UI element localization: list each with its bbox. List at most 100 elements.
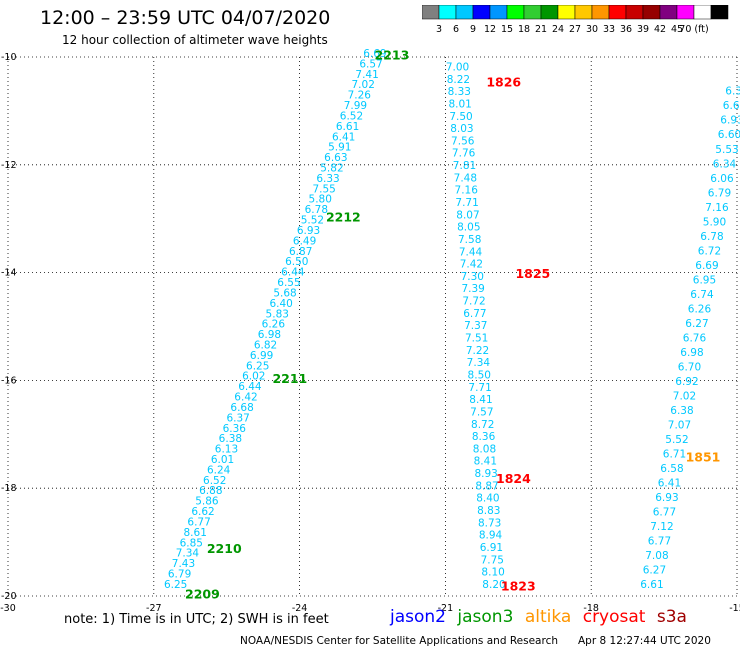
- swh-value-label: 6.95: [693, 274, 716, 286]
- swh-value-label: 8.10: [481, 567, 504, 579]
- pass-label-cryosat: 1824: [496, 471, 531, 486]
- swh-value-label: 6.77: [463, 308, 486, 320]
- swh-value-label: 5.68: [273, 287, 296, 299]
- swh-value-label: 6.66: [723, 100, 740, 112]
- swh-value-label: 7.57: [470, 406, 493, 418]
- swh-value-label: 6.50: [285, 256, 308, 268]
- swh-value-label: 8.87: [475, 480, 498, 492]
- swh-value-label: 7.34: [467, 357, 491, 369]
- page-title: 12:00 – 23:59 UTC 04/07/2020: [40, 7, 331, 29]
- wave-height-map: -30 -27 -24 -21 -18 -15 -10 -12 -14 -16 -18 -20 6.2…: [0, 48, 740, 614]
- color-scale-label: 27: [569, 24, 581, 35]
- swh-value-label: 6.06: [710, 173, 734, 185]
- pass-label-cryosat: 1823: [501, 579, 536, 594]
- swh-value-label: 5.90: [703, 216, 726, 228]
- swh-value-label: 6.78: [305, 204, 328, 216]
- pass-label-cryosat: 1826: [486, 75, 521, 90]
- swh-value-label: 6.38: [670, 405, 693, 417]
- swh-value-label: 8.94: [479, 530, 503, 542]
- color-scale-label: 30: [586, 24, 598, 35]
- color-scale-label: 18: [518, 24, 530, 35]
- swh-value-label: 7.44: [459, 246, 483, 258]
- swh-value-label: 8.72: [471, 419, 494, 431]
- swh-value-label: 6.01: [211, 454, 234, 466]
- swh-value-label: 7.72: [462, 296, 485, 308]
- color-scale-label: 9: [470, 24, 476, 35]
- swh-value-label: 6.52: [203, 475, 226, 487]
- note-text: note: 1) Time is in UTC; 2) SWH is in fe…: [64, 612, 329, 627]
- swh-value-label: 6.85: [180, 537, 203, 549]
- swh-value-label: 5.83: [266, 308, 289, 320]
- satellite-tracks: 6.256.797.437.346.858.616.776.625.866.88…: [164, 48, 740, 591]
- swh-value-label: 6.25: [164, 579, 187, 591]
- swh-value-label: 7.99: [344, 100, 367, 112]
- color-scale-label: 24: [552, 24, 564, 35]
- swh-value-label: 6.41: [332, 131, 355, 143]
- swh-value-label: 6.98: [258, 329, 281, 341]
- swh-value-label: 8.73: [478, 517, 501, 529]
- y-tick-label: -12: [1, 160, 17, 171]
- pass-label-jason3: 2209: [185, 587, 220, 602]
- swh-value-label: 7.75: [481, 554, 504, 566]
- swh-value-label: 7.71: [455, 197, 478, 209]
- swh-value-label: 6.60: [718, 129, 740, 141]
- swh-value-label: 7.30: [461, 271, 484, 283]
- legend-item-altika: altika: [524, 607, 572, 627]
- swh-value-label: 7.26: [348, 90, 372, 102]
- swh-value-label: 8.03: [450, 123, 473, 135]
- swh-value-label: 6.26: [688, 303, 712, 315]
- swh-value-label: 6.44: [238, 381, 262, 393]
- track-cryosat-1823-1826: 8.208.107.756.918.948.738.838.408.878.93…: [446, 61, 506, 590]
- swh-value-label: 6.71: [663, 448, 686, 460]
- swh-value-label: 6.42: [234, 392, 257, 404]
- color-scale-label: 6: [453, 24, 459, 35]
- swh-value-label: 8.22: [447, 74, 470, 86]
- swh-value-label: 6.57: [359, 58, 382, 70]
- swh-value-label: 6.44: [281, 267, 305, 279]
- swh-value-label: 6.98: [680, 347, 703, 359]
- swh-value-label: 5.52: [301, 215, 324, 227]
- y-tick-label: -14: [1, 268, 17, 279]
- swh-value-label: 5.91: [328, 142, 351, 154]
- swh-value-label: 8.93: [474, 468, 497, 480]
- pass-label-cryosat: 1825: [515, 266, 550, 281]
- swh-value-label: 8.01: [448, 98, 471, 110]
- swh-value-label: 6.79: [708, 187, 731, 199]
- swh-value-label: 8.83: [477, 505, 500, 517]
- swh-value-label: 6.69: [363, 48, 386, 60]
- pass-label-jason3: 2211: [272, 371, 307, 386]
- swh-value-label: 7.71: [468, 382, 491, 394]
- swh-value-label: 6.76: [683, 332, 707, 344]
- swh-value-label: 7.56: [451, 135, 475, 147]
- legend-item-cryosat: cryosat: [582, 607, 646, 627]
- swh-value-label: 6.55: [277, 277, 300, 289]
- swh-value-label: 6.93: [720, 115, 740, 127]
- grid-layer: [7, 56, 738, 597]
- swh-value-label: 6.69: [695, 260, 718, 272]
- swh-value-label: 7.02: [673, 390, 696, 402]
- color-scale-label: 3: [436, 24, 442, 35]
- swh-value-label: 7.02: [352, 79, 375, 91]
- swh-value-label: 8.61: [184, 527, 207, 539]
- swh-value-label: 7.16: [455, 185, 479, 197]
- swh-value-label: 7.08: [645, 550, 668, 562]
- legend-item-jason3: jason3: [457, 607, 514, 627]
- swh-value-label: 6.27: [643, 564, 666, 576]
- swh-value-label: 6.93: [297, 225, 320, 237]
- swh-value-label: 7.37: [464, 320, 487, 332]
- swh-value-label: 5.82: [320, 163, 343, 175]
- swh-value-label: 5.52: [665, 434, 688, 446]
- color-scale-label: 15: [501, 24, 513, 35]
- color-scale-label: 42: [654, 24, 666, 35]
- swh-value-label: 7.16: [705, 202, 729, 214]
- swh-value-label: 6.62: [191, 506, 214, 518]
- y-tick-label: -18: [1, 483, 17, 494]
- y-tick-label: -10: [1, 52, 17, 63]
- swh-value-label: 6.61: [640, 579, 663, 591]
- swh-value-label: 7.12: [650, 521, 673, 533]
- swh-value-label: 7.43: [172, 558, 195, 570]
- swh-value-label: 6.77: [653, 506, 676, 518]
- swh-value-label: 7.51: [465, 333, 488, 345]
- pass-label-jason3: 2213: [375, 48, 410, 63]
